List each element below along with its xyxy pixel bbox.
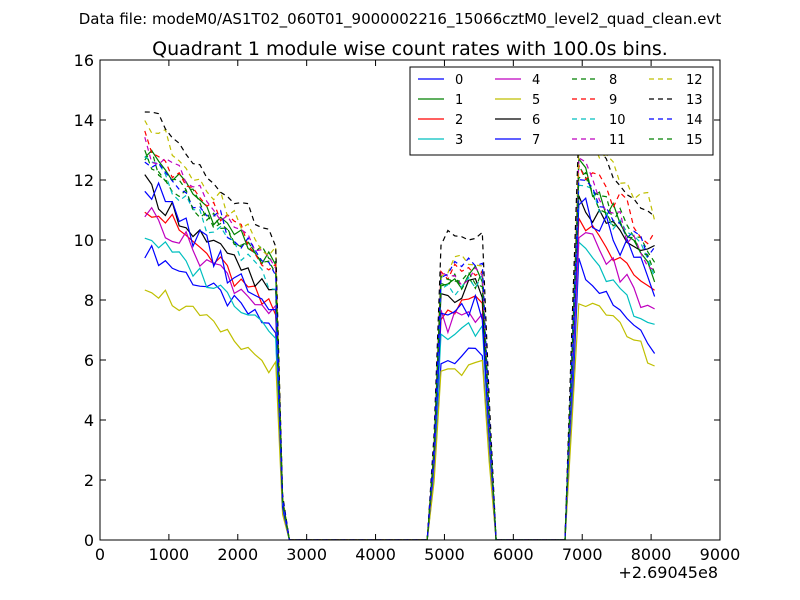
series-line-0 xyxy=(144,244,656,540)
legend-label: 14 xyxy=(686,113,703,128)
x-tick-label: 8000 xyxy=(631,545,672,564)
x-tick-label: 1000 xyxy=(149,545,190,564)
legend-label: 5 xyxy=(532,93,540,108)
chart-title: Quadrant 1 module wise count rates with … xyxy=(152,38,668,60)
legend-label: 10 xyxy=(609,113,626,128)
y-tick-label: 0 xyxy=(84,531,94,550)
y-tick-label: 4 xyxy=(84,411,94,430)
series-line-7 xyxy=(144,181,656,540)
y-tick-label: 8 xyxy=(84,291,94,310)
legend-label: 2 xyxy=(455,113,463,128)
legend-box xyxy=(409,66,714,156)
x-tick-label: 6000 xyxy=(493,545,534,564)
series-line-15 xyxy=(144,149,656,540)
y-tick-label: 12 xyxy=(74,171,94,190)
series-line-5 xyxy=(144,289,655,540)
legend-label: 9 xyxy=(609,93,617,108)
y-tick-label: 2 xyxy=(84,471,94,490)
suptitle: Data file: modeM0/AS1T02_060T01_90000022… xyxy=(79,10,722,29)
x-tick-label: 0 xyxy=(95,545,105,564)
legend-label: 13 xyxy=(686,93,703,108)
legend-label: 0 xyxy=(455,73,463,88)
x-axis: 0 1000 2000 3000 4000 5000 6000 7000 8000 9000 xyxy=(95,60,740,564)
legend-label: 3 xyxy=(455,133,463,148)
x-tick-label: 7000 xyxy=(562,545,603,564)
y-tick-label: 14 xyxy=(74,111,94,130)
y-tick-label: 6 xyxy=(84,351,94,370)
legend-label: 8 xyxy=(609,73,617,88)
y-tick-label: 16 xyxy=(74,51,94,70)
x-tick-label: 9000 xyxy=(700,545,741,564)
legend-label: 12 xyxy=(686,73,703,88)
legend-label: 6 xyxy=(532,113,540,128)
legend-label: 11 xyxy=(609,133,626,148)
y-tick-label: 10 xyxy=(74,231,94,250)
series-line-11 xyxy=(144,137,655,540)
legend-label: 4 xyxy=(532,73,540,88)
legend-label: 1 xyxy=(455,93,463,108)
legend-label: 7 xyxy=(532,133,540,148)
series-lines xyxy=(144,111,656,540)
legend-label: 15 xyxy=(686,133,703,148)
x-tick-label: 3000 xyxy=(286,545,327,564)
x-offset-label: +2.69045e8 xyxy=(618,563,718,582)
x-tick-label: 5000 xyxy=(424,545,465,564)
x-tick-label: 4000 xyxy=(355,545,396,564)
x-tick-label: 2000 xyxy=(217,545,258,564)
series-line-14 xyxy=(144,161,656,540)
